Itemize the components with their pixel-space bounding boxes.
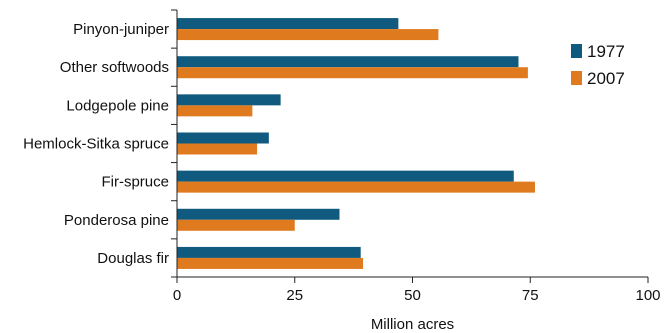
legend-swatch-1977	[571, 44, 582, 58]
legend: 1977 2007	[571, 42, 625, 88]
legend-label-2007: 2007	[587, 69, 625, 88]
bar-1977-lodgepole-pine	[177, 94, 281, 106]
bar-1977-fir-spruce	[177, 170, 514, 182]
bar-2007-fir-spruce	[177, 181, 535, 193]
x-tick-label: 75	[522, 287, 539, 304]
category-labels: Pinyon-juniper Other softwoods Lodgepole p…	[23, 21, 169, 267]
x-tick-label: 50	[404, 287, 421, 304]
bar-2007-other-softwoods	[177, 67, 528, 79]
legend-swatch-2007	[571, 71, 582, 85]
bar-1977-ponderosa-pine	[177, 208, 340, 220]
category-label: Other softwoods	[60, 59, 169, 76]
bar-2007-ponderosa-pine	[177, 219, 295, 231]
category-label: Lodgepole pine	[66, 97, 169, 114]
bars-group	[177, 18, 535, 269]
x-tick-label: 25	[286, 287, 303, 304]
x-tick-label: 0	[173, 287, 181, 304]
bar-1977-pinyon-juniper	[177, 18, 399, 30]
bar-1977-other-softwoods	[177, 56, 519, 68]
bar-2007-lodgepole-pine	[177, 105, 253, 117]
bar-1977-hemlock-sitka-spruce	[177, 132, 269, 144]
x-axis-title: Million acres	[371, 316, 454, 333]
category-label: Hemlock-Sitka spruce	[23, 136, 169, 153]
bar-1977-douglas-fir	[177, 246, 361, 258]
category-label: Douglas fir	[97, 250, 169, 267]
bar-2007-hemlock-sitka-spruce	[177, 143, 258, 155]
x-tick-label: 100	[635, 287, 660, 304]
y-axis-ticks	[171, 9, 177, 278]
category-label: Pinyon-juniper	[73, 21, 169, 38]
category-label: Ponderosa pine	[64, 212, 169, 229]
x-axis-ticks: 0 25 50 75 100	[173, 277, 661, 304]
bar-2007-pinyon-juniper	[177, 29, 439, 41]
category-label: Fir-spruce	[101, 174, 169, 191]
legend-label-1977: 1977	[587, 42, 625, 61]
bar-2007-douglas-fir	[177, 257, 364, 269]
